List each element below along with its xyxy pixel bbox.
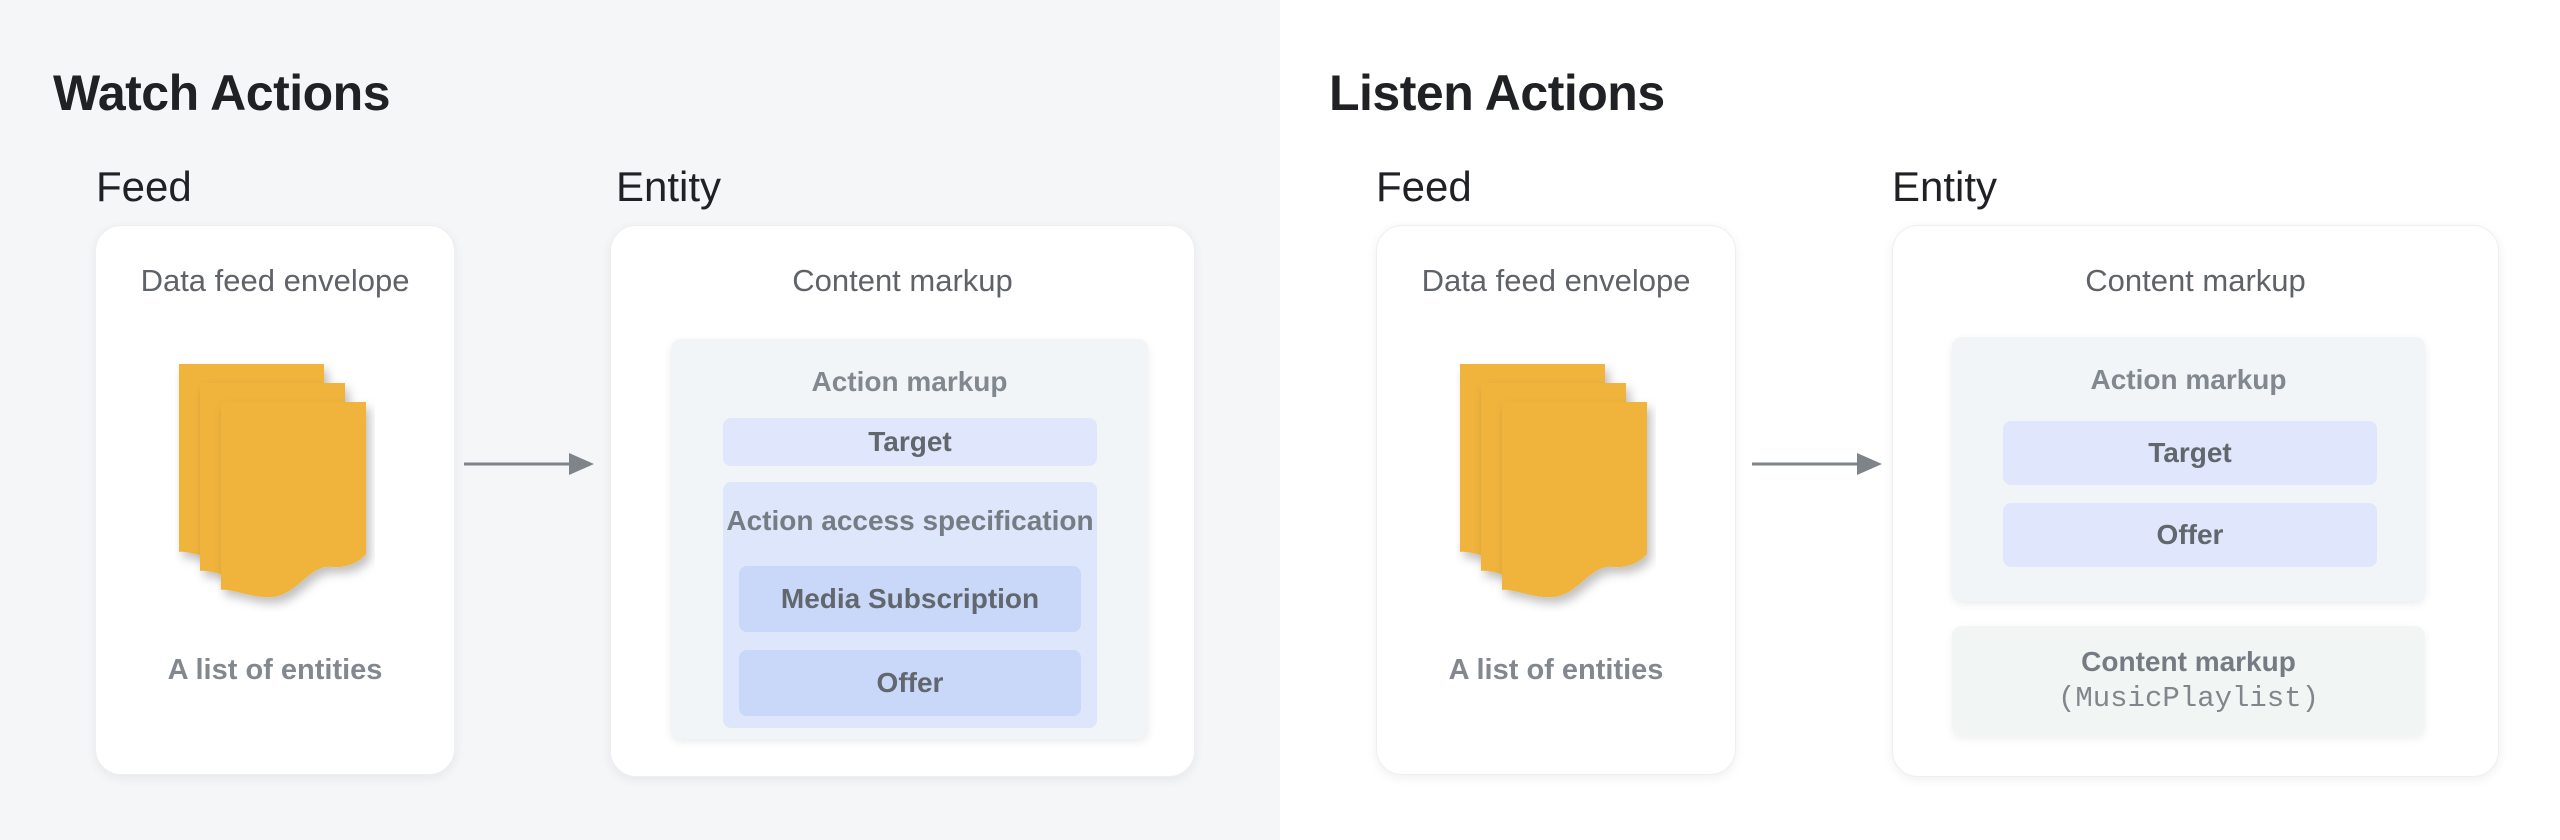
action-markup-label: Action markup	[2090, 364, 2287, 395]
watch-feed-label: Feed	[96, 163, 192, 210]
musicplaylist-type-label: (MusicPlaylist)	[2057, 682, 2320, 715]
listen-entity-card: Content markup Action markup Target Offe…	[1892, 225, 2499, 777]
watch-entity-card: Content markup Action markup Target Acti…	[610, 225, 1195, 777]
action-access-specification-box: Action access specification Media Subscr…	[723, 482, 1097, 728]
target-box: Target	[2003, 421, 2377, 485]
arrow-right-icon	[464, 453, 594, 475]
action-access-specification-label: Action access specification	[726, 505, 1094, 536]
offer-box: Offer	[739, 650, 1081, 716]
document-stack-icon	[1460, 364, 1647, 598]
content-markup-box-label: Content markup	[2081, 646, 2296, 677]
watch-actions-panel: Watch Actions Feed Entity Data feed enve…	[53, 65, 1195, 777]
target-box: Target	[723, 418, 1097, 466]
watch-actions-title: Watch Actions	[53, 65, 391, 121]
media-subscription-box: Media Subscription	[739, 566, 1081, 632]
action-markup-box: Action markup Target Action access speci…	[671, 339, 1148, 739]
listen-feed-label: Feed	[1376, 163, 1472, 210]
listen-entity-label: Entity	[1892, 163, 1998, 210]
listen-feed-card: Data feed envelope A list of entities	[1376, 225, 1736, 775]
action-markup-box: Action markup Target Offer	[1952, 337, 2425, 601]
feed-card-caption: A list of entities	[1448, 654, 1664, 686]
arrow-right-icon	[1752, 453, 1882, 475]
feed-card-caption: A list of entities	[167, 654, 383, 686]
listen-actions-title: Listen Actions	[1329, 65, 1665, 121]
feed-card-title: Data feed envelope	[1421, 263, 1691, 298]
listen-actions-panel: Listen Actions Feed Entity Data feed env…	[1280, 0, 2560, 840]
offer-box: Offer	[2003, 503, 2377, 567]
watch-entity-label: Entity	[616, 163, 722, 210]
entity-card-title: Content markup	[2085, 263, 2306, 298]
action-markup-label: Action markup	[811, 366, 1008, 397]
document-stack-icon	[179, 364, 366, 598]
watch-feed-card: Data feed envelope A list of entities	[95, 225, 455, 775]
feed-card-title: Data feed envelope	[140, 263, 410, 298]
entity-card-title: Content markup	[792, 263, 1013, 298]
content-markup-musicplaylist-box: Content markup (MusicPlaylist)	[1952, 626, 2425, 736]
